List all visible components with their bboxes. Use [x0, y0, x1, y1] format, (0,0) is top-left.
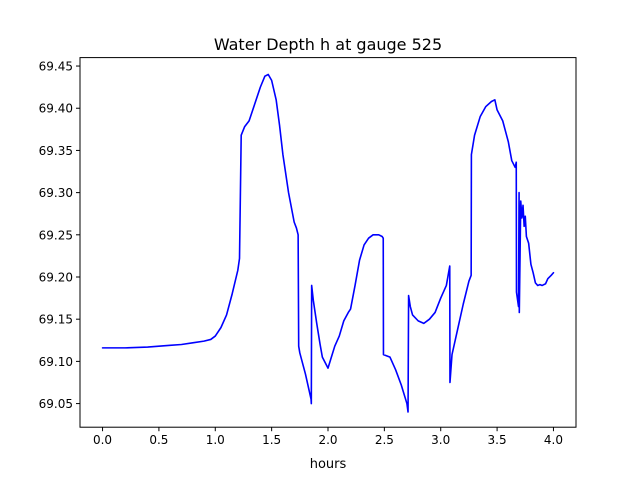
y-tick-label: 69.40 [39, 102, 73, 116]
chart-title: Water Depth h at gauge 525 [214, 35, 442, 54]
x-axis-label: hours [310, 457, 347, 472]
x-tick-label: 2.0 [318, 433, 337, 447]
x-axis-ticks: 0.0 0.5 1.0 1.5 2.0 2.5 3.0 3.5 4.0 [93, 427, 563, 447]
x-tick-label: 3.0 [431, 433, 450, 447]
y-tick-label: 69.20 [39, 270, 73, 284]
x-tick-label: 1.5 [262, 433, 281, 447]
y-tick-label: 69.35 [39, 144, 73, 158]
plot-frame [79, 57, 577, 428]
y-tick-label: 69.05 [39, 397, 73, 411]
y-tick-label: 69.15 [39, 313, 73, 327]
x-tick-label: 0.0 [93, 433, 112, 447]
x-tick-label: 3.5 [488, 433, 507, 447]
y-tick-label: 69.10 [39, 355, 73, 369]
x-tick-label: 4.0 [544, 433, 563, 447]
y-tick-label: 69.45 [39, 60, 73, 74]
x-tick-label: 1.0 [206, 433, 225, 447]
plot-area [101, 73, 555, 413]
series-line-0 [101, 73, 555, 413]
y-axis-ticks: 69.05 69.10 69.15 69.20 69.25 69.30 69.35 69.40… [39, 60, 80, 411]
x-tick-label: 0.5 [149, 433, 168, 447]
x-tick-label: 2.5 [375, 433, 394, 447]
y-tick-label: 69.25 [39, 228, 73, 242]
y-tick-label: 69.30 [39, 186, 73, 200]
